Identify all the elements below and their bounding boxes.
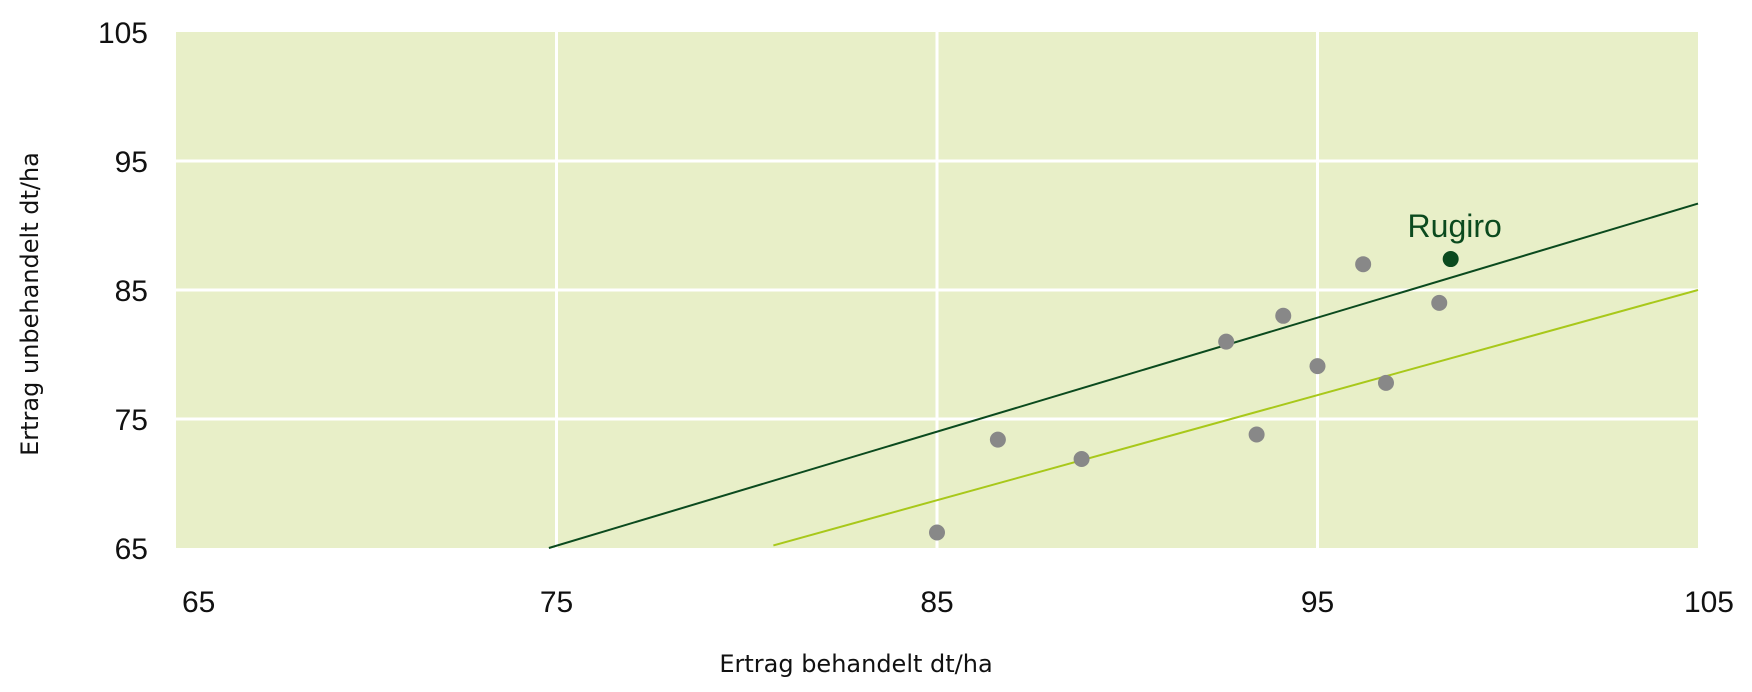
y-tick-label: 75 [115,404,148,437]
data-point [1248,426,1265,443]
x-tick-label: 75 [540,586,573,619]
grid-lines [176,32,1698,548]
data-point [989,431,1006,448]
data-points [929,251,1459,541]
trend-lines [548,202,1699,549]
y-tick-label: 105 [98,17,148,50]
y-axis-title: Ertrag unbehandelt dt/ha [16,152,44,456]
data-point [1377,374,1394,391]
y-tick-label: 95 [115,146,148,179]
annotations: Rugiro [1408,208,1502,244]
x-tick-label: 85 [920,586,953,619]
data-point [929,524,945,541]
x-tick-label: 95 [1301,586,1334,619]
highlight-point [1442,251,1459,268]
data-point [1431,294,1448,311]
y-tick-label: 85 [115,275,148,308]
annotation-label: Rugiro [1408,208,1502,244]
trend-line-2 [773,289,1699,547]
trend-line-1 [548,202,1699,549]
data-point [1275,307,1292,324]
x-tick-label: 105 [1684,586,1734,619]
data-point [1355,256,1372,273]
data-point [1218,333,1235,350]
data-point [1073,450,1090,467]
y-tick-label: 65 [115,533,148,566]
data-point [1309,358,1326,375]
x-tick-label: 65 [182,586,215,619]
x-axis-title: Ertrag behandelt dt/ha [719,650,992,678]
y-tick-labels: 105 95 85 75 65 [98,17,148,566]
x-tick-labels: 65 75 85 95 105 [182,586,1734,619]
